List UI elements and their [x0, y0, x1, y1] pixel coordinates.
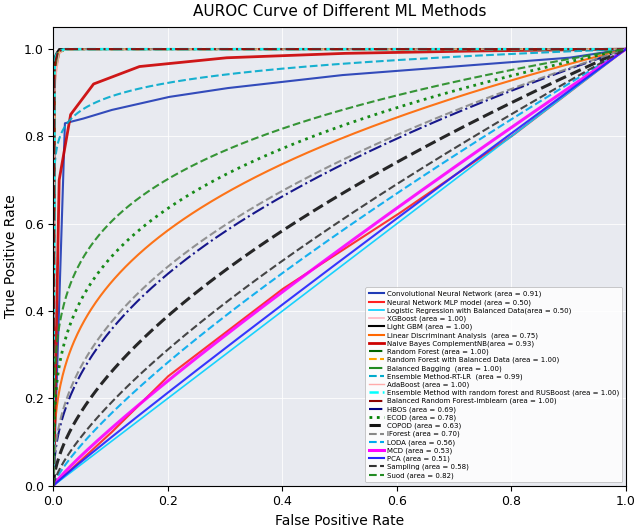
Title: AUROC Curve of Different ML Methods: AUROC Curve of Different ML Methods: [193, 4, 486, 19]
Legend: Convolutional Neural Network (area = 0.91), Neural Network MLP model (area = 0.5: Convolutional Neural Network (area = 0.9…: [365, 287, 623, 482]
X-axis label: False Positive Rate: False Positive Rate: [275, 514, 404, 528]
Y-axis label: True Positive Rate: True Positive Rate: [4, 195, 18, 318]
